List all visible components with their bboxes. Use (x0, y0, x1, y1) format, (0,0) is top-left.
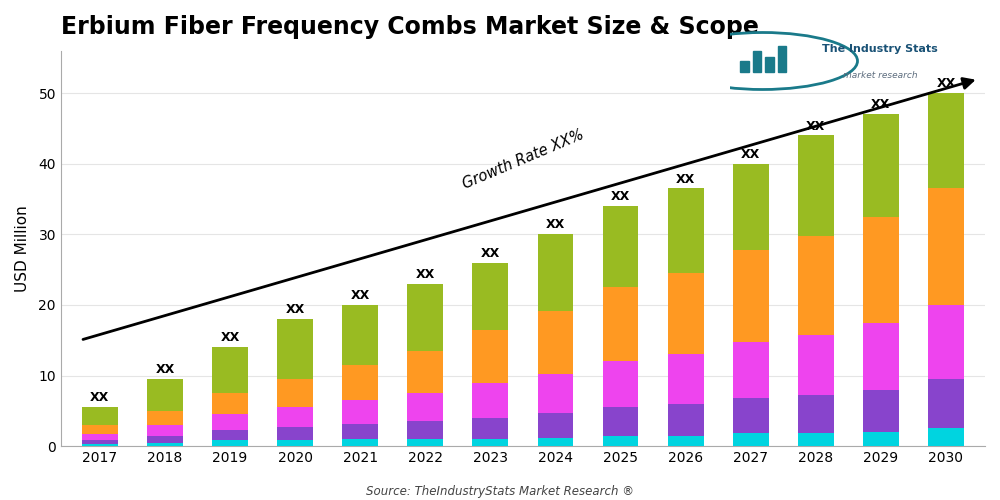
Bar (82, 434, 118, 440)
Bar (733, 250, 769, 342)
Bar (538, 438, 573, 446)
Bar (147, 425, 183, 436)
Bar (928, 305, 964, 379)
Text: XX: XX (546, 218, 565, 232)
Bar (863, 432, 899, 446)
Text: XX: XX (936, 77, 956, 90)
Bar (407, 284, 443, 351)
Bar (147, 411, 183, 425)
Bar (733, 434, 769, 446)
Bar (733, 342, 769, 398)
Bar (212, 393, 248, 414)
Bar (82, 408, 118, 425)
Bar (863, 322, 899, 390)
Text: XX: XX (220, 332, 240, 344)
Bar (147, 379, 183, 411)
Bar (277, 440, 313, 446)
Text: market research: market research (843, 72, 917, 80)
Bar (740, 61, 749, 72)
Bar (472, 330, 508, 382)
Bar (798, 394, 834, 434)
Text: XX: XX (806, 120, 825, 132)
Bar (342, 400, 378, 423)
Bar (82, 425, 118, 434)
Text: XX: XX (481, 246, 500, 260)
Bar (538, 413, 573, 438)
Bar (407, 351, 443, 393)
Bar (798, 334, 834, 394)
Bar (778, 46, 786, 72)
Bar (668, 404, 704, 436)
Bar (603, 408, 638, 436)
Bar (212, 414, 248, 430)
Bar (277, 408, 313, 427)
Text: XX: XX (871, 98, 890, 112)
Bar (733, 398, 769, 434)
Bar (342, 365, 378, 400)
Text: XX: XX (285, 303, 305, 316)
Bar (668, 188, 704, 273)
Bar (212, 430, 248, 440)
Bar (277, 319, 313, 379)
Bar (798, 236, 834, 334)
Bar (928, 428, 964, 446)
Bar (82, 440, 118, 444)
Bar (472, 418, 508, 439)
Bar (538, 234, 573, 310)
Text: Source: TheIndustryStats Market Research ®: Source: TheIndustryStats Market Research… (366, 484, 634, 498)
Bar (342, 424, 378, 439)
Bar (928, 93, 964, 188)
Bar (277, 427, 313, 440)
Bar (472, 262, 508, 330)
Bar (538, 310, 573, 374)
Bar (863, 390, 899, 432)
Bar (603, 206, 638, 287)
Bar (147, 442, 183, 446)
Text: XX: XX (351, 289, 370, 302)
Bar (668, 354, 704, 404)
Bar (798, 136, 834, 235)
Bar (603, 436, 638, 446)
Bar (472, 439, 508, 446)
Text: The Industry Stats: The Industry Stats (822, 44, 938, 54)
Text: Erbium Fiber Frequency Combs Market Size & Scope: Erbium Fiber Frequency Combs Market Size… (61, 15, 759, 39)
Bar (668, 273, 704, 354)
Bar (603, 362, 638, 408)
Bar (668, 436, 704, 446)
Bar (342, 305, 378, 365)
Bar (277, 379, 313, 408)
Bar (765, 57, 774, 72)
Bar (212, 348, 248, 393)
Bar (82, 444, 118, 446)
Text: XX: XX (611, 190, 630, 203)
Text: XX: XX (155, 363, 175, 376)
Bar (212, 440, 248, 446)
Bar (928, 379, 964, 428)
Bar (753, 52, 761, 72)
Bar (407, 422, 443, 439)
Bar (863, 114, 899, 216)
Bar (798, 434, 834, 446)
Bar (928, 188, 964, 305)
Bar (863, 216, 899, 322)
Bar (407, 439, 443, 446)
Bar (407, 393, 443, 422)
Text: XX: XX (676, 172, 695, 186)
Text: XX: XX (90, 392, 109, 404)
Bar (603, 287, 638, 362)
Y-axis label: USD Million: USD Million (15, 205, 30, 292)
Text: XX: XX (416, 268, 435, 281)
Bar (342, 439, 378, 446)
Text: XX: XX (741, 148, 760, 161)
Bar (147, 436, 183, 442)
Text: Growth Rate XX%: Growth Rate XX% (460, 127, 586, 192)
Bar (472, 382, 508, 418)
Bar (733, 164, 769, 250)
Bar (538, 374, 573, 413)
